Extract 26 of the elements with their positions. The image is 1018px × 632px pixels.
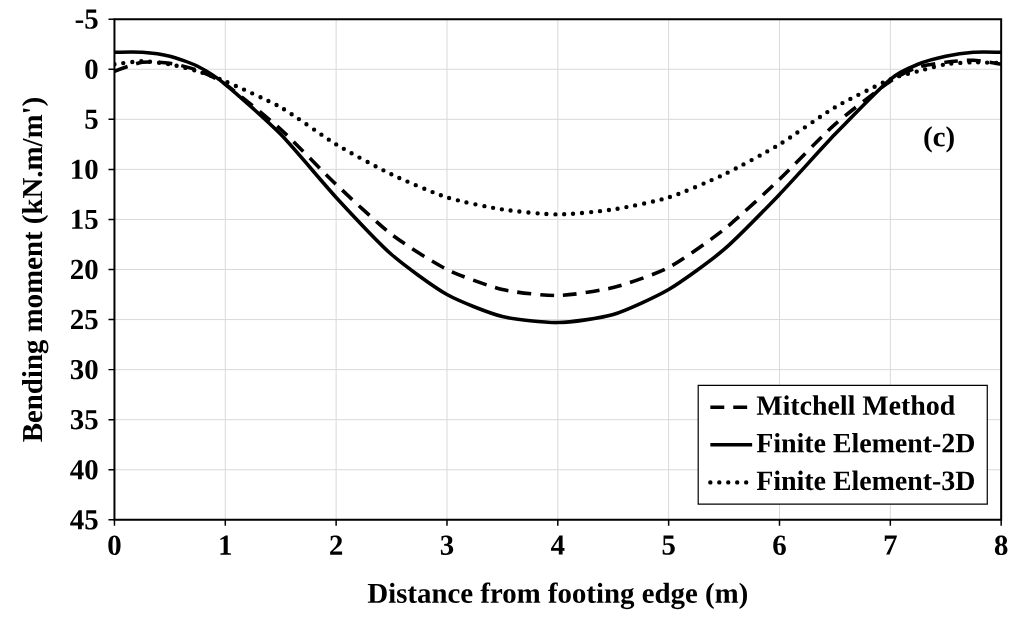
x-axis-title: Distance from footing edge (m) bbox=[367, 582, 747, 610]
y-tick-label: 20 bbox=[71, 259, 98, 280]
y-tick-label: 25 bbox=[71, 309, 98, 330]
x-tick-label: 7 bbox=[884, 535, 897, 555]
legend-label: Finite Element-2D bbox=[756, 432, 974, 453]
y-tick-label: 35 bbox=[70, 409, 98, 430]
y-tick-label: 10 bbox=[72, 159, 98, 179]
x-tick-label: 0 bbox=[108, 535, 121, 555]
x-tick-label: 3 bbox=[440, 535, 454, 555]
y-tick-label: 0 bbox=[85, 59, 98, 79]
x-tick-label: 4 bbox=[550, 535, 565, 555]
y-tick-label: 30 bbox=[70, 359, 98, 380]
legend-label: Finite Element-3D bbox=[756, 470, 974, 491]
x-tick-label: 1 bbox=[220, 535, 232, 555]
annotation: (c) bbox=[924, 126, 954, 153]
x-tick-label: 5 bbox=[662, 535, 675, 555]
x-tick-label: 8 bbox=[994, 535, 1008, 555]
legend-label: Mitchell Method bbox=[756, 395, 955, 415]
y-tick-label: 5 bbox=[85, 109, 98, 129]
y-tick-label: -5 bbox=[75, 9, 98, 29]
y-tick-label: 15 bbox=[72, 209, 98, 229]
y-axis-title: Bending moment (kN.m/m') bbox=[21, 97, 49, 442]
y-tick-label: 40 bbox=[70, 459, 98, 480]
y-tick-label: 45 bbox=[70, 510, 98, 530]
x-tick-label: 6 bbox=[773, 535, 786, 555]
x-tick-label: 2 bbox=[330, 535, 343, 555]
